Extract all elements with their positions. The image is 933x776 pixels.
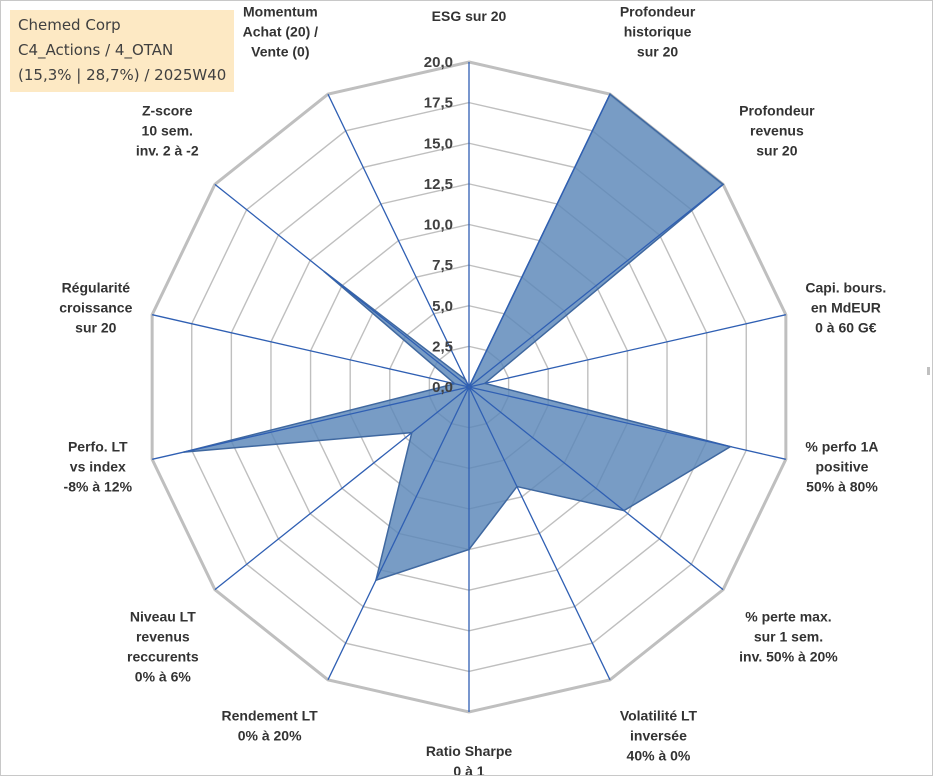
axis-label-13: Momentum Achat (20) / Vente (0) <box>243 3 319 59</box>
tick-label: 15,0 <box>424 135 453 152</box>
axis-label-line: 0% à 20% <box>238 728 302 744</box>
axis-label-line: % perte max. <box>745 609 831 625</box>
data-point-3 <box>484 382 486 385</box>
info-box: Chemed Corp C4_Actions / 4_OTAN (15,3% |… <box>10 10 234 92</box>
axis-label-0: Note ESG sur 20 <box>432 1 507 24</box>
axis-spoke-12 <box>214 183 470 388</box>
data-point-4 <box>729 445 732 448</box>
tick-label: 5,0 <box>432 298 453 315</box>
axis-spoke-3 <box>468 314 786 388</box>
tick-label: 12,5 <box>424 176 453 193</box>
axis-label-6: Volatilité LT inversée 40% à 0% <box>620 708 698 764</box>
axis-label-line: Rendement LT <box>222 708 319 724</box>
axis-label-line: Ratio Sharpe <box>426 743 513 759</box>
axis-label-line: revenus <box>136 629 190 645</box>
data-point-0 <box>468 386 470 388</box>
axis-label-line: Z-score <box>142 102 193 118</box>
data-point-8 <box>375 579 377 582</box>
axis-label-line: Note <box>453 1 484 4</box>
axis-label-line: en MdEUR <box>811 300 881 316</box>
axis-spoke-2 <box>468 183 724 388</box>
axis-label-12: Z-score 10 sem. inv. 2 à -2 <box>136 102 199 158</box>
axis-label-line: 0 à 60 G€ <box>815 320 877 336</box>
axis-label-line: sur 20 <box>756 142 797 158</box>
axis-label-11: Régularité croissance sur 20 <box>59 280 132 336</box>
axis-label-line: Vente (0) <box>251 43 309 59</box>
axis-label-3: Capi. bours. en MdEUR 0 à 60 G€ <box>805 280 886 336</box>
tick-label: 20,0 <box>424 54 453 71</box>
axis-label-line: Niveau LT <box>130 609 196 625</box>
tick-label: 2,5 <box>432 338 453 355</box>
axis-spoke-9 <box>214 386 470 591</box>
axis-label-line: vs index <box>70 458 126 474</box>
axis-label-line: 50% à 80% <box>806 478 878 494</box>
axis-label-5: % perte max. sur 1 sem. inv. 50% à 20% <box>739 609 838 665</box>
axis-spoke-5 <box>468 386 724 591</box>
axis-label-line: Profondeur <box>739 102 815 118</box>
tick-label: 7,5 <box>432 257 453 274</box>
axis-label-line: revenus <box>750 122 804 138</box>
axis-label-line: historique <box>624 23 692 39</box>
data-point-7 <box>468 548 470 551</box>
performance-details: (15,3% | 28,7%) / 2025W40 <box>18 66 227 84</box>
axis-label-line: 0 à 1 <box>453 763 484 775</box>
axis-label-10: Perfo. LT vs index -8% à 12% <box>64 438 133 494</box>
data-point-1 <box>609 93 611 95</box>
axis-label-line: croissance <box>59 300 132 316</box>
axis-label-line: 40% à 0% <box>627 748 691 764</box>
axis-spoke-1 <box>468 93 611 388</box>
scrollbar-marker[interactable] <box>927 367 930 375</box>
axis-label-line: % perfo 1A <box>805 438 878 454</box>
axis-label-7: Ratio Sharpe 0 à 1 <box>426 743 513 775</box>
tick-label: 17,5 <box>424 95 453 112</box>
axis-label-line: positive <box>816 458 869 474</box>
data-series-area <box>183 93 733 582</box>
axis-spoke-10 <box>152 386 470 460</box>
axis-label-line: Capi. bours. <box>805 280 886 296</box>
axis-spoke-11 <box>152 314 470 388</box>
portfolio-path: C4_Actions / 4_OTAN <box>18 41 174 59</box>
axis-label-line: sur 20 <box>637 43 678 59</box>
axis-label-line: Perfo. LT <box>68 438 128 454</box>
axis-label-line: 0% à 6% <box>135 669 192 685</box>
data-point-11 <box>453 382 456 385</box>
axis-spoke-4 <box>468 386 786 460</box>
axis-label-line: Achat (20) / <box>243 23 319 39</box>
axis-label-line: Régularité <box>62 280 131 296</box>
axis-label-line: ESG sur 20 <box>432 8 507 24</box>
axis-spoke-13 <box>327 93 470 388</box>
axis-label-line: reccurents <box>127 649 199 665</box>
data-point-10 <box>183 451 185 453</box>
axis-label-line: inv. 2 à -2 <box>136 142 199 158</box>
tick-label: 0,0 <box>432 379 453 396</box>
axis-label-line: -8% à 12% <box>64 478 133 494</box>
axis-label-2: Profondeur revenus sur 20 <box>739 102 815 158</box>
axis-label-line: Profondeur <box>620 3 696 19</box>
data-point-12 <box>323 270 325 273</box>
data-point-13 <box>464 378 467 381</box>
axis-label-8: Rendement LT 0% à 20% <box>222 708 319 744</box>
axis-label-1: Profondeur historique sur 20 <box>620 3 696 59</box>
data-point-6 <box>516 485 518 488</box>
data-point-2 <box>722 183 724 186</box>
axis-label-line: sur 20 <box>75 320 116 336</box>
axis-label-9: Niveau LT revenus reccurents 0% à 6% <box>127 609 199 685</box>
data-point-9 <box>411 431 413 434</box>
axis-spoke-8 <box>327 386 470 681</box>
axis-label-line: inv. 50% à 20% <box>739 649 838 665</box>
axis-label-line: Volatilité LT <box>620 708 698 724</box>
data-point-5 <box>623 509 625 512</box>
axis-label-line: sur 1 sem. <box>754 629 823 645</box>
axis-label-4: % perfo 1A positive 50% à 80% <box>805 438 878 494</box>
company-name: Chemed Corp <box>18 16 121 34</box>
tick-label: 10,0 <box>424 217 453 234</box>
axis-label-line: inversée <box>630 728 687 744</box>
axis-spoke-6 <box>468 386 611 681</box>
axis-label-line: 10 sem. <box>142 122 193 138</box>
axis-label-line: Momentum <box>243 3 318 19</box>
